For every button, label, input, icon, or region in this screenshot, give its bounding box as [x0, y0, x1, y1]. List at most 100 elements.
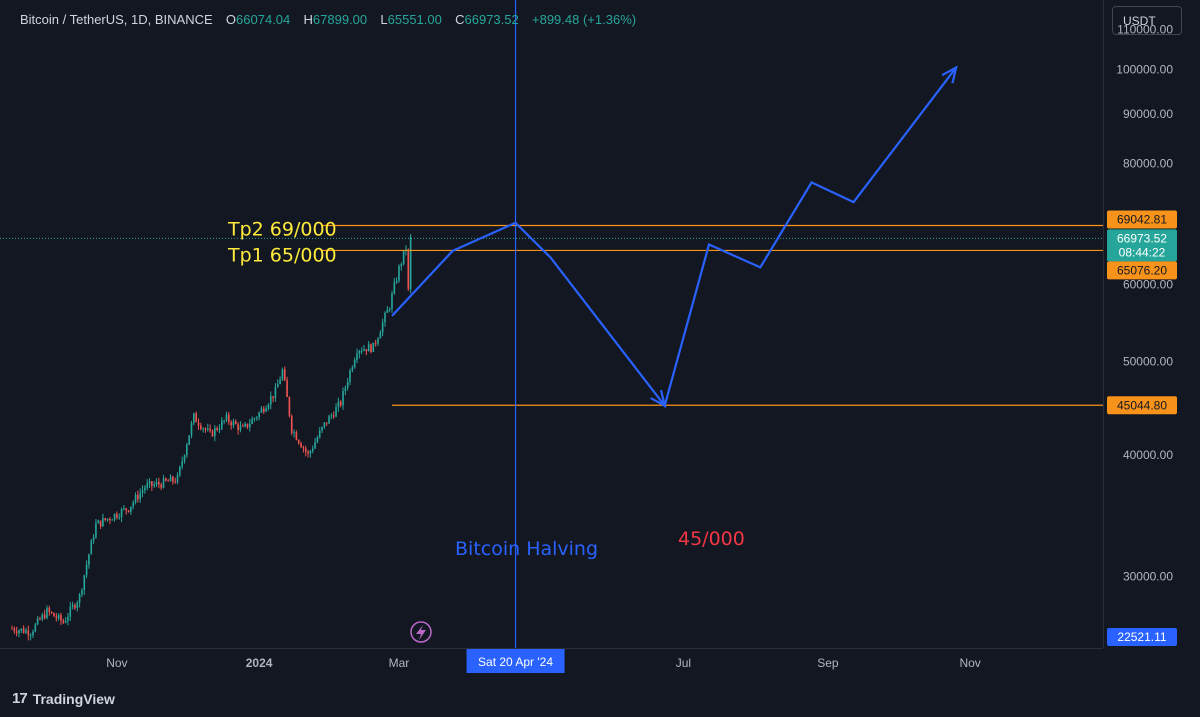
annotation-45000[interactable]: 45/000: [678, 528, 745, 550]
candle-body: [381, 322, 384, 333]
candle-body: [295, 432, 298, 440]
candle-body: [290, 415, 293, 433]
candle-body: [328, 416, 330, 424]
crosshair-price-label-bg: [1107, 628, 1177, 646]
candle-body: [276, 384, 279, 388]
candle-body: [141, 490, 144, 493]
y-tick-label: 110000.00: [1117, 23, 1173, 37]
candle-body: [398, 266, 400, 281]
x-tick-label: 2024: [246, 656, 273, 670]
tradingview-logo[interactable]: 17 TradingView: [12, 690, 115, 707]
high-value: 67899.00: [312, 12, 368, 27]
candle-body: [71, 604, 74, 607]
candle-body: [64, 620, 67, 623]
candle-body: [74, 604, 76, 609]
candle-body: [272, 396, 274, 398]
candle-body: [172, 476, 174, 482]
candle-body: [234, 421, 237, 425]
level-label-bottom[interactable]: 45044.80: [1107, 396, 1177, 415]
candle-body: [18, 630, 20, 634]
candle-body: [25, 630, 27, 633]
candle-body: [309, 451, 312, 454]
candle-body: [81, 590, 83, 595]
level-label-top-text: 69042.81: [1117, 213, 1167, 227]
candle-body: [92, 537, 95, 541]
candle-body: [281, 369, 284, 380]
candle-body: [207, 428, 209, 430]
candle-body: [106, 518, 109, 520]
open-label: O: [225, 12, 237, 27]
candle-body: [339, 401, 342, 406]
arrow-head-top: [941, 65, 958, 84]
candle-body: [186, 444, 188, 456]
candle-body: [323, 422, 326, 427]
level-label-top[interactable]: 69042.81: [1107, 210, 1177, 229]
candle-body: [148, 481, 151, 484]
candle-body: [204, 428, 207, 430]
candle-body: [183, 455, 186, 462]
candle-body: [111, 519, 114, 521]
candle-body: [118, 517, 121, 519]
projection-polyline[interactable]: [391, 66, 957, 409]
symbol-legend: Bitcoin / TetherUS, 1D, BINANCE O66074.0…: [20, 12, 636, 27]
candle-body: [181, 461, 183, 467]
candle-body: [237, 424, 239, 430]
candle-body: [216, 428, 218, 430]
candle-body: [169, 476, 172, 482]
candle-body: [43, 614, 46, 619]
y-tick-label: 60000.00: [1123, 278, 1173, 292]
candle-body: [232, 421, 235, 426]
crosshair-date-label[interactable]: Sat 20 Apr '24: [466, 649, 565, 673]
candle-body: [167, 480, 170, 482]
candle-body: [179, 466, 181, 476]
candle-body: [127, 510, 130, 512]
candle-body: [76, 602, 79, 609]
level-label-bottom-text: 45044.80: [1117, 398, 1167, 412]
candle-body: [53, 613, 55, 617]
candle-body: [55, 616, 58, 619]
candle-body: [144, 487, 146, 491]
candle-body: [367, 344, 370, 352]
current-price-label-text: 66973.52: [1117, 231, 1167, 245]
candle-body: [241, 425, 244, 427]
candle-body: [372, 342, 375, 352]
candle-body: [116, 513, 118, 518]
candle-body: [370, 344, 372, 352]
currency-button[interactable]: USDT: [1112, 6, 1182, 35]
lightning-icon[interactable]: [410, 621, 432, 643]
candle-body: [78, 594, 81, 603]
symbol-name[interactable]: Bitcoin / TetherUS, 1D, BINANCE: [20, 12, 213, 27]
candle-body: [209, 428, 211, 431]
candle-body: [393, 282, 396, 294]
close-label: C: [455, 12, 465, 27]
candle-body: [27, 630, 30, 636]
candle-body: [34, 624, 37, 632]
candle-body: [307, 451, 309, 454]
open-value: 66074.04: [236, 12, 291, 27]
candle-body: [262, 408, 265, 412]
candle-body: [321, 426, 323, 431]
candle-series: [11, 234, 412, 641]
candle-body: [402, 250, 405, 264]
candle-body: [353, 360, 356, 368]
x-tick-label: Nov: [106, 656, 127, 670]
candle-body: [223, 420, 225, 422]
crosshair-price-label[interactable]: 22521.11: [1107, 628, 1177, 646]
annotation-tp2[interactable]: Tp2 69/000: [227, 219, 337, 241]
arrow-head-bottom: [650, 389, 667, 408]
lightning-icon-bolt: [416, 625, 426, 640]
candle-body: [356, 353, 358, 361]
candle-body: [102, 518, 104, 527]
annotation-halving[interactable]: Bitcoin Halving: [455, 538, 598, 560]
y-tick-label: 80000.00: [1123, 157, 1173, 171]
candle-body: [325, 422, 328, 424]
level-label-middle[interactable]: 65076.20: [1107, 261, 1177, 280]
tradingview-logo-icon: 17: [12, 690, 28, 707]
y-tick-label: 30000.00: [1123, 569, 1173, 583]
candle-body: [62, 620, 65, 623]
candle-body: [22, 628, 25, 633]
annotation-tp1[interactable]: Tp1 65/000: [227, 244, 337, 266]
candle-body: [213, 428, 216, 437]
